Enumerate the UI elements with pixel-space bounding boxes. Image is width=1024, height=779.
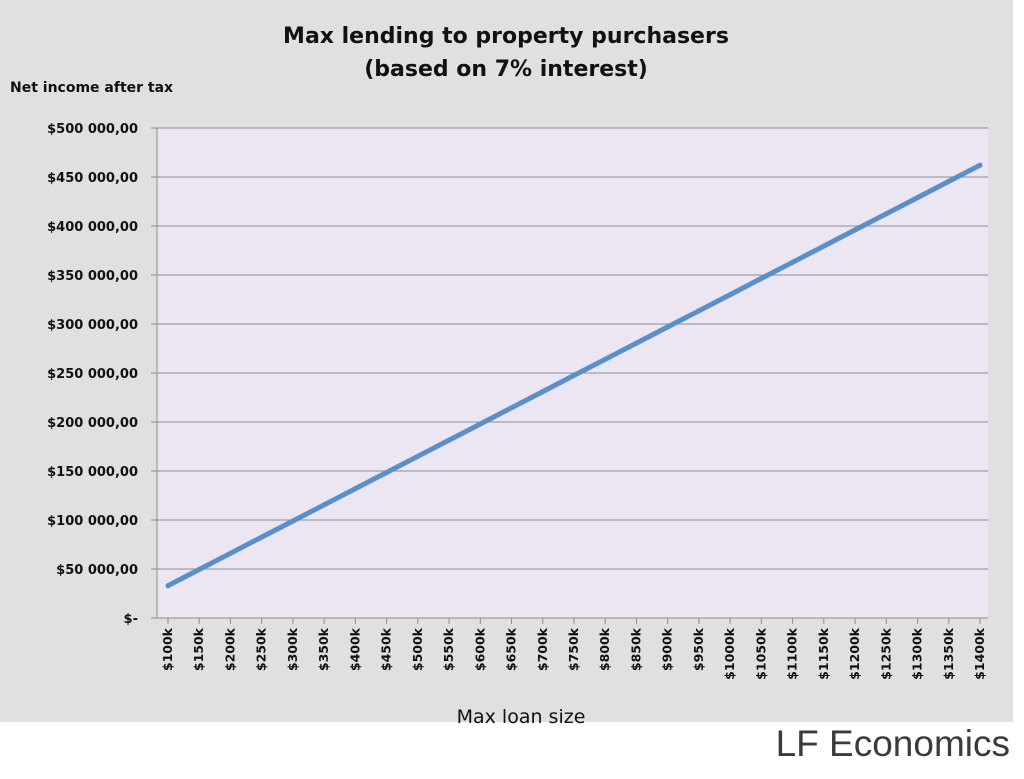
data-point: [883, 211, 889, 217]
x-tick-label: $1200k: [847, 627, 862, 679]
x-tick-label: $400k: [347, 627, 362, 671]
x-tick-label: $700k: [535, 627, 550, 671]
data-point: [196, 566, 202, 572]
y-tick-label: $50 000,00: [56, 563, 138, 578]
data-point: [852, 227, 858, 233]
y-tick-labels: $- $50 000,00 $100 000,00 $150 000,00 $200 0…: [47, 122, 138, 627]
data-point: [446, 437, 452, 443]
y-tick-label: $350 000,00: [47, 269, 138, 284]
data-point: [477, 421, 483, 427]
x-tick-label: $1100k: [785, 627, 800, 679]
data-point: [821, 243, 827, 249]
x-tick-label: $800k: [597, 627, 612, 671]
data-point: [727, 292, 733, 298]
x-tick-label: $600k: [472, 627, 487, 671]
y-tick-label: $100 000,00: [47, 514, 138, 529]
data-point: [571, 372, 577, 378]
data-point: [977, 162, 983, 168]
axes: [151, 127, 988, 624]
data-point: [790, 259, 796, 265]
x-tick-label: $900k: [660, 627, 675, 671]
series: [165, 162, 983, 589]
y-tick-label: $450 000,00: [47, 171, 138, 186]
y-tick-label: $300 000,00: [47, 318, 138, 333]
x-tick-label: $850k: [628, 627, 643, 671]
x-tick-label: $100k: [160, 627, 175, 671]
data-point: [352, 486, 358, 492]
y-tick-label: $250 000,00: [47, 367, 138, 382]
watermark-text: LF Economics: [776, 723, 1010, 764]
x-tick-label: $1150k: [816, 627, 831, 679]
y-tick-label: $150 000,00: [47, 465, 138, 480]
data-point: [540, 389, 546, 395]
chart-title-line2: (based on 7% interest): [364, 57, 648, 82]
y-tick-label: $500 000,00: [47, 122, 138, 137]
data-point: [259, 534, 265, 540]
data-point: [290, 518, 296, 524]
data-point: [915, 195, 921, 201]
data-point: [321, 502, 327, 508]
x-tick-label: $1300k: [910, 627, 925, 679]
x-tick-label: $650k: [504, 627, 519, 671]
data-point: [758, 275, 764, 281]
y-tick-label: $200 000,00: [47, 416, 138, 431]
gridlines: [157, 127, 988, 570]
x-tick-label: $1250k: [878, 627, 893, 679]
data-point: [633, 340, 639, 346]
x-tick-label: $550k: [441, 627, 456, 671]
data-point: [696, 308, 702, 314]
data-point: [509, 405, 515, 411]
data-point: [227, 550, 233, 556]
y-axis-label: Net income after tax: [10, 80, 173, 96]
data-point: [946, 178, 952, 184]
x-tick-label: $1050k: [753, 627, 768, 679]
y-tick-label: $-: [124, 612, 138, 627]
x-tick-label: $950k: [691, 627, 706, 671]
x-tick-label: $250k: [254, 627, 269, 671]
data-point: [165, 583, 171, 589]
x-tick-label: $1000k: [722, 627, 737, 679]
x-tick-label: $150k: [191, 627, 206, 671]
x-tick-label: $1350k: [941, 627, 956, 679]
x-tick-label: $1400k: [972, 627, 987, 679]
data-point: [602, 356, 608, 362]
x-tick-label: $450k: [379, 627, 394, 671]
x-tick-labels: $100k $150k $200k $250k $300k $350k $400k $450k…: [160, 627, 987, 679]
x-axis-label: Max loan size: [457, 706, 586, 728]
x-tick-label: $200k: [222, 627, 237, 671]
data-point: [384, 469, 390, 475]
data-point: [665, 324, 671, 330]
chart-title-line1: Max lending to property purchasers: [283, 24, 729, 49]
y-tick-label: $400 000,00: [47, 220, 138, 235]
x-tick-label: $750k: [566, 627, 581, 671]
x-tick-label: $500k: [410, 627, 425, 671]
data-point: [415, 453, 421, 459]
x-tick-label: $300k: [285, 627, 300, 671]
x-tick-label: $350k: [316, 627, 331, 671]
